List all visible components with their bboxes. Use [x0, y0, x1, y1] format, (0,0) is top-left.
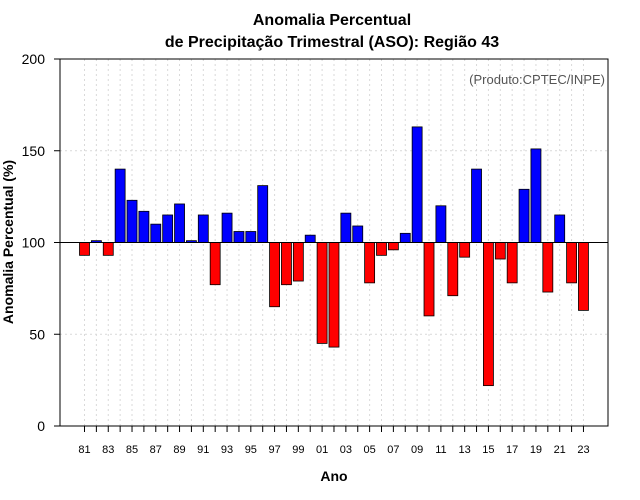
bar-06 — [376, 242, 387, 256]
x-tick-label: 95 — [245, 444, 257, 456]
x-tick-label: 83 — [102, 444, 114, 456]
product-credit: (Produto:CPTEC/INPE) — [469, 72, 605, 87]
bar-series — [79, 126, 589, 387]
bar-85 — [126, 199, 138, 243]
bar-81 — [79, 242, 90, 256]
grid-lines — [60, 59, 608, 426]
bar-13 — [459, 242, 471, 258]
x-tick-label: 85 — [126, 444, 138, 456]
bar-84 — [114, 168, 126, 243]
bar-15 — [483, 242, 494, 387]
bar-17 — [506, 242, 518, 284]
bar-20 — [542, 242, 554, 293]
bar-22 — [566, 242, 577, 284]
bar-02 — [328, 242, 340, 348]
x-tick-label: 09 — [411, 444, 423, 456]
bar-96 — [257, 185, 269, 243]
bar-91 — [197, 214, 209, 243]
y-tick-label: 0 — [37, 418, 45, 434]
bar-98 — [281, 242, 292, 286]
y-tick-label: 200 — [22, 51, 46, 67]
x-tick-label: 11 — [435, 444, 446, 456]
y-tick-label: 50 — [29, 326, 45, 342]
chart-title-line1: Anomalia Percentual — [253, 12, 411, 29]
y-axis-label: Anomalia Percentual (%) — [0, 160, 16, 324]
bar-03 — [340, 212, 352, 243]
bar-99 — [292, 242, 304, 282]
bar-87 — [150, 223, 162, 243]
bar-04 — [352, 225, 364, 243]
bar-94 — [233, 231, 245, 243]
x-tick-label: 99 — [292, 444, 304, 456]
bar-12 — [447, 242, 459, 297]
x-tick-label: 93 — [221, 444, 233, 456]
x-tick-label: 89 — [173, 444, 185, 456]
bar-07 — [387, 242, 399, 251]
x-tick-label: 13 — [459, 444, 471, 456]
x-tick-label: 81 — [78, 444, 90, 456]
bar-00 — [304, 234, 316, 243]
bar-16 — [494, 242, 506, 260]
x-tick-label: 07 — [387, 444, 399, 456]
y-tick-label: 100 — [22, 235, 46, 251]
x-tick-label: 03 — [340, 444, 352, 456]
x-axis-label: Ano — [320, 468, 347, 484]
x-tick-label: 91 — [197, 444, 209, 456]
x-tick-label: 05 — [363, 444, 375, 456]
x-tick-label: 17 — [506, 444, 518, 456]
x-tick-label: 19 — [530, 444, 542, 456]
bar-09 — [411, 126, 423, 243]
bar-10 — [423, 242, 435, 317]
bar-89 — [174, 203, 185, 243]
y-tick-label: 150 — [22, 143, 46, 159]
bar-83 — [102, 242, 114, 256]
bar-19 — [530, 148, 542, 243]
bar-86 — [138, 210, 150, 243]
bar-88 — [162, 214, 174, 243]
bar-14 — [471, 168, 482, 243]
bar-08 — [399, 232, 411, 243]
bar-05 — [364, 242, 376, 284]
x-axis: 81 83 85 87 89 91 93 95 97 99 01 03 05 07 09 11 13 15 17 19… — [78, 426, 590, 456]
bar-11 — [435, 205, 447, 243]
y-axis: 0 50 100 150 200 — [22, 51, 60, 434]
bar-21 — [554, 214, 566, 243]
bar-92 — [209, 242, 221, 286]
x-tick-label: 23 — [577, 444, 589, 456]
x-tick-label: 87 — [150, 444, 162, 456]
x-tick-label: 01 — [316, 444, 328, 456]
bar-95 — [245, 231, 257, 243]
bar-97 — [269, 242, 280, 308]
bar-01 — [316, 242, 328, 344]
x-tick-label: 97 — [268, 444, 280, 456]
x-tick-label: 15 — [482, 444, 494, 456]
chart-title-line2: de Precipitação Trimestral (ASO): Região… — [165, 34, 499, 51]
bar-18 — [518, 188, 530, 243]
bar-23 — [578, 242, 589, 311]
x-tick-label: 21 — [554, 444, 566, 456]
bar-93 — [221, 212, 233, 243]
